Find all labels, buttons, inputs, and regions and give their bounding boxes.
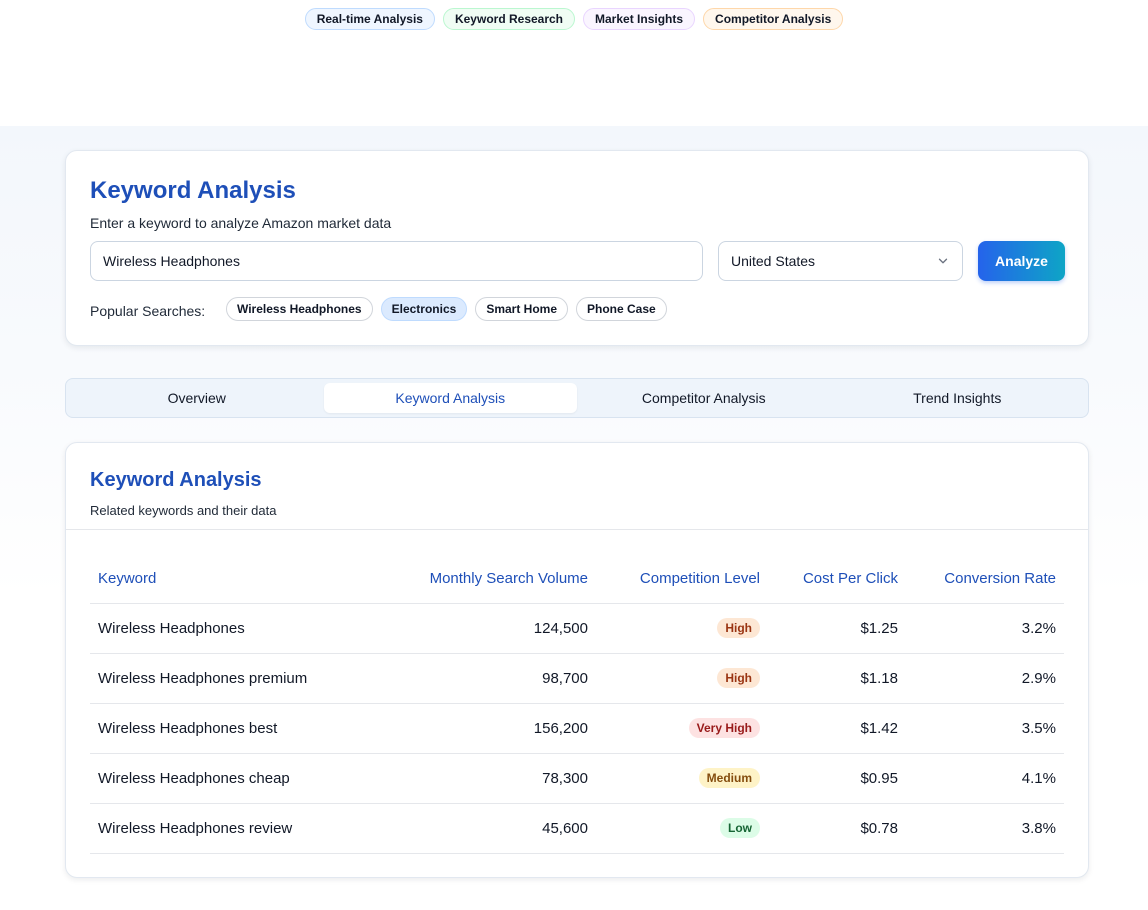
popular-searches: Wireless Headphones Electronics Smart Ho… bbox=[226, 297, 667, 321]
header-monthly-search-volume[interactable]: Monthly Search Volume bbox=[358, 555, 596, 604]
tab-trend-insights[interactable]: Trend Insights bbox=[913, 390, 1002, 406]
cell-competition: High bbox=[596, 653, 768, 704]
tag-market-insights: Market Insights bbox=[583, 8, 696, 30]
cell-volume: 124,500 bbox=[358, 603, 596, 654]
search-card: Keyword Analysis Enter a keyword to anal… bbox=[65, 150, 1089, 346]
cell-competition: Medium bbox=[596, 753, 768, 804]
cell-competition: Low bbox=[596, 803, 768, 854]
popular-chip-wireless-headphones[interactable]: Wireless Headphones bbox=[226, 297, 373, 321]
header-conversion-rate[interactable]: Conversion Rate bbox=[906, 555, 1064, 604]
table-row: Wireless Headphones cheap 78,300 Medium … bbox=[90, 753, 1064, 804]
competition-badge: Very High bbox=[688, 718, 760, 738]
competition-badge: Low bbox=[720, 818, 760, 838]
cell-volume: 98,700 bbox=[358, 653, 596, 704]
tag-keyword-research: Keyword Research bbox=[442, 8, 576, 30]
table-row: Wireless Headphones review 45,600 Low $0… bbox=[90, 803, 1064, 854]
header-cost-per-click[interactable]: Cost Per Click bbox=[768, 555, 906, 604]
cell-competition: High bbox=[596, 603, 768, 654]
competition-badge: Medium bbox=[698, 768, 760, 788]
cell-cpc: $0.78 bbox=[768, 803, 906, 854]
cell-conversion: 3.5% bbox=[906, 703, 1064, 754]
cell-conversion: 2.9% bbox=[906, 653, 1064, 704]
tab-bar: Overview Keyword Analysis Competitor Ana… bbox=[65, 378, 1089, 418]
table-row: Wireless Headphones 124,500 High $1.25 3… bbox=[90, 603, 1064, 654]
keyword-table-subtitle: Related keywords and their data bbox=[90, 503, 277, 518]
cell-conversion: 3.8% bbox=[906, 803, 1064, 854]
cell-cpc: $1.42 bbox=[768, 703, 906, 754]
tab-keyword-analysis[interactable]: Keyword Analysis bbox=[323, 383, 577, 413]
keyword-data-card: Keyword Analysis Related keywords and th… bbox=[65, 442, 1089, 878]
chevron-down-icon bbox=[938, 258, 948, 264]
cell-cpc: $0.95 bbox=[768, 753, 906, 804]
header-keyword[interactable]: Keyword bbox=[90, 555, 358, 604]
keyword-table-title: Keyword Analysis bbox=[90, 469, 262, 491]
popular-chip-phone-case[interactable]: Phone Case bbox=[576, 297, 667, 321]
keyword-input[interactable] bbox=[90, 241, 703, 281]
country-select-value: United States bbox=[731, 253, 816, 269]
cell-keyword: Wireless Headphones bbox=[90, 603, 358, 654]
tag-realtime-analysis: Real-time Analysis bbox=[304, 8, 435, 30]
header-competition-level[interactable]: Competition Level bbox=[596, 555, 768, 604]
cell-volume: 45,600 bbox=[358, 803, 596, 854]
table-row: Wireless Headphones best 156,200 Very Hi… bbox=[90, 703, 1064, 754]
divider bbox=[66, 529, 1088, 530]
cell-cpc: $1.25 bbox=[768, 603, 906, 654]
analyze-button[interactable]: Analyze bbox=[978, 241, 1065, 281]
table-row: Wireless Headphones premium 98,700 High … bbox=[90, 653, 1064, 704]
cell-cpc: $1.18 bbox=[768, 653, 906, 704]
cell-competition: Very High bbox=[596, 703, 768, 754]
table-header-row: Keyword Monthly Search Volume Competitio… bbox=[90, 555, 1064, 604]
competition-badge: High bbox=[717, 668, 760, 688]
cell-keyword: Wireless Headphones review bbox=[90, 803, 358, 854]
cell-conversion: 3.2% bbox=[906, 603, 1064, 654]
cell-volume: 156,200 bbox=[358, 703, 596, 754]
tab-overview[interactable]: Overview bbox=[167, 390, 226, 406]
tag-competitor-analysis: Competitor Analysis bbox=[703, 8, 844, 30]
cell-volume: 78,300 bbox=[358, 753, 596, 804]
tab-competitor-analysis[interactable]: Competitor Analysis bbox=[641, 390, 766, 406]
country-select[interactable]: United States bbox=[718, 241, 963, 281]
popular-chip-smart-home[interactable]: Smart Home bbox=[475, 297, 568, 321]
keyword-table: Keyword Monthly Search Volume Competitio… bbox=[90, 555, 1064, 854]
cell-conversion: 4.1% bbox=[906, 753, 1064, 804]
popular-searches-label: Popular Searches: bbox=[90, 303, 206, 319]
popular-chip-electronics[interactable]: Electronics bbox=[380, 297, 468, 321]
cell-keyword: Wireless Headphones cheap bbox=[90, 753, 358, 804]
competition-badge: High bbox=[717, 618, 760, 638]
search-title: Keyword Analysis bbox=[90, 177, 296, 204]
feature-tags: Real-time Analysis Keyword Research Mark… bbox=[0, 8, 1148, 30]
search-subtitle: Enter a keyword to analyze Amazon market… bbox=[90, 215, 392, 231]
cell-keyword: Wireless Headphones premium bbox=[90, 653, 358, 704]
cell-keyword: Wireless Headphones best bbox=[90, 703, 358, 754]
